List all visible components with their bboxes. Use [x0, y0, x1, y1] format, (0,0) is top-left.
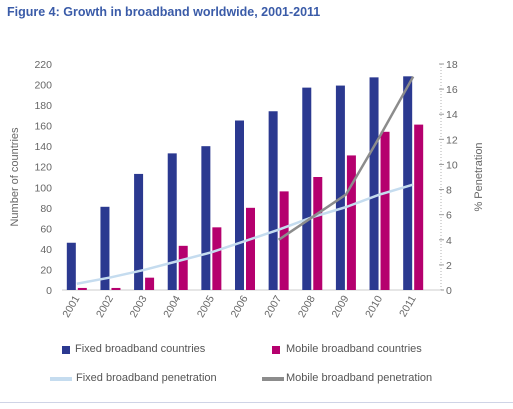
bar-fixed-2009 — [335, 85, 345, 290]
y-tick-label: 120 — [34, 162, 52, 174]
y2-tick-label: 14 — [446, 109, 458, 121]
bar-mobile-2001 — [77, 287, 87, 290]
bar-mobile-2008 — [313, 177, 323, 290]
legend-swatch-fixed-penetration — [50, 377, 72, 381]
x-tick-label: 2004 — [161, 293, 183, 319]
bar-mobile-2002 — [111, 287, 121, 290]
y-tick-label: 100 — [34, 182, 52, 194]
y-tick-label: 160 — [34, 121, 52, 133]
y2-tick-label: 8 — [446, 185, 452, 197]
legend-label-fixed-penetration: Fixed broadband penetration — [76, 372, 217, 384]
line-fixed-penetration — [76, 183, 414, 285]
x-tick-label: 2006 — [229, 293, 251, 319]
x-tick-label: 2011 — [397, 293, 419, 319]
y-tick-label: 60 — [40, 223, 52, 235]
bar-mobile-2006 — [246, 207, 255, 290]
line-mobile-penetration — [277, 75, 415, 241]
bar-fixed-2010 — [369, 77, 379, 290]
x-tick-label: 2001 — [60, 293, 82, 319]
x-tick-label: 2009 — [329, 293, 351, 319]
y2-tick-label: 12 — [446, 134, 458, 146]
chart-title: Figure 4: Growth in broadband worldwide,… — [7, 5, 321, 19]
y2-tick-label: 0 — [446, 285, 452, 297]
bar-fixed-2005 — [201, 146, 211, 290]
legend-label-mobile-countries: Mobile broadband countries — [286, 343, 422, 355]
y2-tick-label: 16 — [446, 84, 458, 96]
bar-fixed-2002 — [100, 206, 110, 290]
bar-mobile-2005 — [212, 227, 222, 290]
bar-mobile-2010 — [380, 131, 390, 290]
legend-swatch-fixed-countries — [62, 346, 70, 354]
bar-fixed-2004 — [167, 153, 177, 290]
bottom-rule — [0, 402, 513, 403]
y2-tick-label: 18 — [446, 59, 458, 71]
bar-fixed-2006 — [235, 120, 244, 290]
bar-mobile-2007 — [279, 191, 289, 290]
legend-swatch-mobile-penetration — [262, 377, 284, 381]
bar-fixed-2008 — [302, 87, 312, 290]
x-tick-label: 2008 — [296, 293, 318, 319]
x-tick-label: 2005 — [195, 293, 217, 319]
y-tick-label: 0 — [46, 285, 52, 297]
y2-axis-title: % Penetration — [473, 142, 485, 211]
bar-mobile-2003 — [145, 277, 155, 290]
y-axis-title: Number of countries — [9, 127, 21, 227]
x-tick-label: 2010 — [363, 293, 385, 319]
y-tick-label: 80 — [40, 203, 52, 215]
x-tick-label: 2007 — [262, 293, 284, 319]
bar-mobile-2011 — [414, 124, 424, 290]
y2-tick-label: 2 — [446, 260, 452, 272]
y-tick-label: 200 — [34, 80, 52, 92]
bar-fixed-2011 — [403, 76, 413, 290]
bar-mobile-2009 — [346, 155, 356, 290]
x-tick-label: 2003 — [128, 293, 150, 319]
x-tick-label: 2002 — [94, 293, 116, 319]
y2-tick-label: 10 — [446, 159, 458, 171]
y-tick-label: 40 — [40, 244, 52, 256]
y-tick-label: 220 — [34, 59, 52, 71]
y-tick-label: 20 — [40, 264, 52, 276]
legend-swatch-mobile-countries — [272, 346, 280, 354]
bar-mobile-2004 — [178, 245, 188, 290]
y2-tick-label: 4 — [446, 235, 452, 247]
bar-fixed-2007 — [268, 111, 278, 290]
legend-label-fixed-countries: Fixed broadband countries — [75, 343, 206, 355]
bar-fixed-2001 — [66, 242, 76, 290]
y-tick-label: 180 — [34, 100, 52, 112]
bar-fixed-2003 — [134, 173, 144, 290]
y2-tick-label: 6 — [446, 210, 452, 222]
legend-label-mobile-penetration: Mobile broadband penetration — [286, 372, 433, 384]
y-tick-label: 140 — [34, 141, 52, 153]
